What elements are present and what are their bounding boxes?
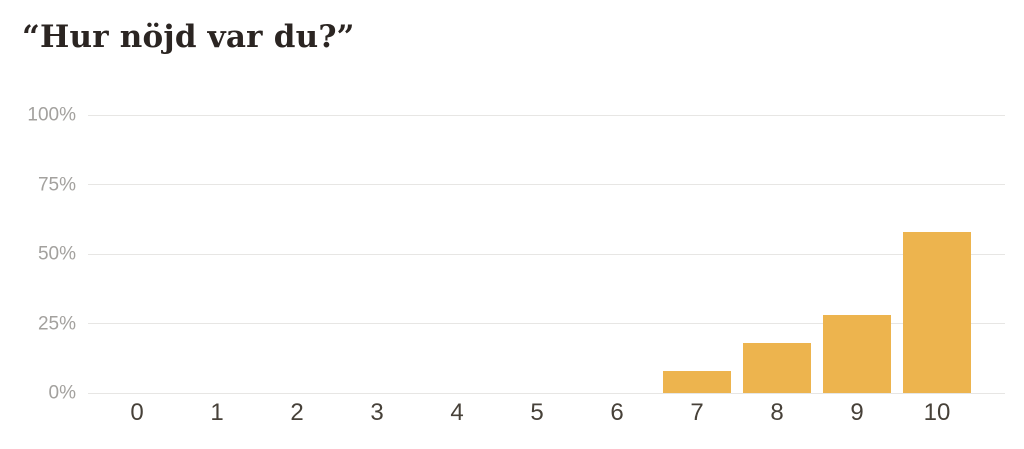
y-tick-label: 0%	[48, 382, 76, 404]
chart-title: “Hur nöjd var du?”	[22, 19, 355, 55]
x-tick-label: 1	[210, 399, 224, 426]
bar-rating-9[interactable]	[823, 315, 891, 393]
bar-rating-10[interactable]	[903, 231, 971, 393]
bar-rating-7[interactable]	[663, 370, 731, 393]
x-tick-label: 10	[923, 399, 951, 426]
x-tick-label: 6	[610, 399, 624, 426]
gridline	[88, 323, 1005, 324]
x-tick-label: 7	[690, 399, 704, 426]
plot-area	[88, 114, 1005, 394]
x-tick-label: 3	[370, 399, 384, 426]
y-tick-label: 25%	[37, 313, 76, 334]
y-axis-labels: 0% 25% 50% 75% 100%	[0, 106, 76, 403]
x-tick-label: 8	[770, 399, 784, 426]
gridline	[88, 392, 1005, 394]
y-tick-label: 100%	[27, 104, 76, 126]
gridline	[88, 253, 1005, 255]
y-tick-label: 50%	[37, 243, 76, 265]
x-tick-label: 0	[130, 399, 144, 426]
bar-rating-8[interactable]	[743, 342, 811, 393]
x-tick-label: 2	[290, 399, 304, 426]
x-tick-label: 9	[850, 399, 864, 426]
gridline	[88, 114, 1005, 116]
x-tick-label: 5	[530, 399, 544, 426]
x-tick-label: 4	[450, 399, 464, 426]
y-tick-label: 75%	[37, 174, 76, 195]
gridline	[88, 184, 1005, 185]
